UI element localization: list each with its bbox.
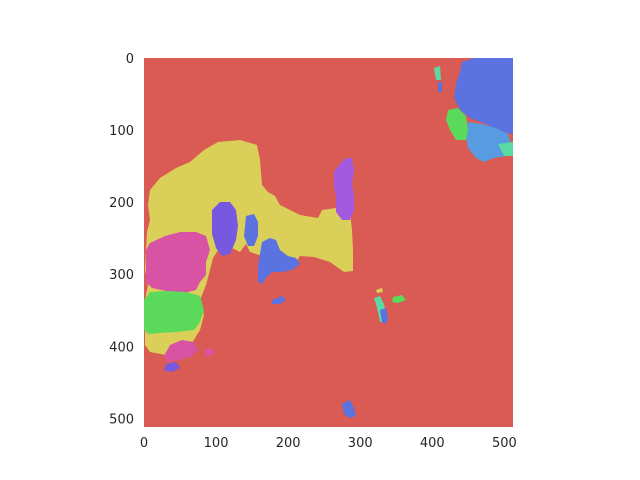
x-tick-label: 0 bbox=[140, 436, 148, 451]
teal-fragment-top bbox=[434, 66, 441, 80]
x-tick-label: 300 bbox=[348, 436, 373, 451]
x-tick-label: 100 bbox=[204, 436, 229, 451]
blue-region-top-right bbox=[454, 58, 513, 134]
blue-region-center bbox=[258, 238, 300, 284]
blue-fragment-top bbox=[438, 82, 442, 92]
y-tick-label: 0 bbox=[126, 52, 134, 67]
y-axis: 0 100 200 300 400 500 bbox=[109, 52, 134, 427]
purple-region bbox=[334, 158, 354, 220]
pink-fragment-small bbox=[204, 348, 214, 357]
pink-region-lower bbox=[164, 340, 198, 362]
teal-region-top-right bbox=[498, 142, 513, 156]
blue-fragment-left bbox=[244, 214, 258, 246]
x-tick-label: 200 bbox=[276, 436, 301, 451]
x-tick-label: 400 bbox=[420, 436, 445, 451]
violet-fragment-bottom-left bbox=[164, 362, 180, 372]
y-tick-label: 200 bbox=[109, 196, 134, 211]
y-tick-label: 400 bbox=[109, 340, 134, 355]
y-tick-label: 500 bbox=[109, 412, 134, 427]
green-region bbox=[144, 291, 204, 334]
x-axis: 0 100 200 300 400 500 bbox=[140, 436, 517, 451]
blue-fragment-bottom bbox=[342, 400, 356, 418]
pink-region-upper bbox=[146, 232, 210, 293]
x-tick-label: 500 bbox=[492, 436, 517, 451]
violet-region-center-left bbox=[212, 202, 238, 256]
y-tick-label: 100 bbox=[109, 124, 134, 139]
light-blue-region bbox=[466, 122, 513, 162]
yellow-fragment-right bbox=[376, 288, 383, 293]
y-tick-label: 300 bbox=[109, 268, 134, 283]
green-fragment-right bbox=[392, 295, 406, 303]
green-region-top-right bbox=[446, 108, 468, 140]
blue-fragment-right bbox=[380, 308, 388, 324]
blue-fragment-small bbox=[272, 296, 286, 304]
segmentation-map bbox=[144, 58, 513, 427]
